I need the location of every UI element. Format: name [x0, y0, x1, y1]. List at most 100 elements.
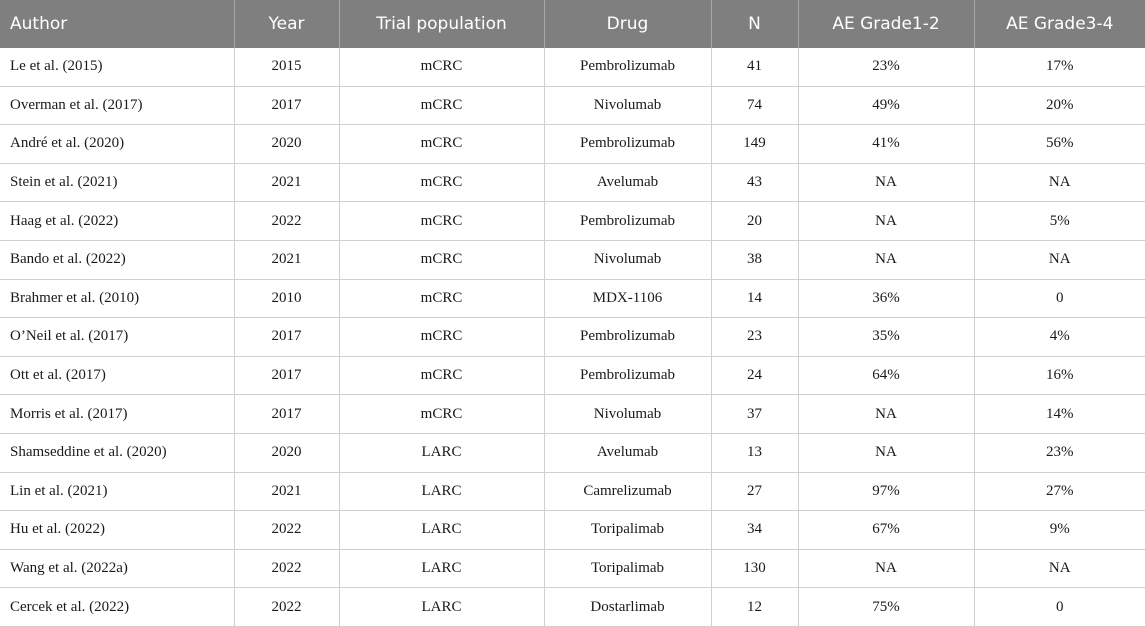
- cell-drug: Avelumab: [544, 163, 712, 203]
- cell-ae-grade-3-4: 9%: [974, 510, 1145, 550]
- cell-n: 74: [711, 86, 799, 126]
- cell-ae-grade-1-2: 64%: [798, 356, 975, 396]
- cell-author: Wang et al. (2022a): [0, 549, 235, 589]
- cell-n: 14: [711, 279, 799, 319]
- cell-drug: Pembrolizumab: [544, 317, 712, 357]
- cell-author: André et al. (2020): [0, 124, 235, 164]
- cell-author: Overman et al. (2017): [0, 86, 235, 126]
- header-row: Author Year Trial population Drug N AE G…: [0, 0, 1145, 48]
- cell-ae-grade-1-2: NA: [798, 201, 975, 241]
- table-row: Stein et al. (2021) 2021 mCRC Avelumab 43 NA N…: [0, 163, 1145, 203]
- cell-trial-population: LARC: [339, 549, 545, 589]
- cell-drug: Toripalimab: [544, 549, 712, 589]
- table-row: Brahmer et al. (2010) 2010 mCRC MDX-1106 14 3…: [0, 279, 1145, 319]
- cell-ae-grade-3-4: 17%: [974, 48, 1145, 87]
- table-row: Hu et al. (2022) 2022 LARC Toripalimab 34 67%…: [0, 510, 1145, 550]
- cell-author: O’Neil et al. (2017): [0, 317, 235, 357]
- cell-drug: Avelumab: [544, 433, 712, 473]
- cell-ae-grade-3-4: 56%: [974, 124, 1145, 164]
- cell-drug: Nivolumab: [544, 240, 712, 280]
- cell-year: 2021: [234, 163, 340, 203]
- cell-ae-grade-1-2: 23%: [798, 48, 975, 87]
- cell-ae-grade-1-2: NA: [798, 163, 975, 203]
- cell-ae-grade-3-4: 0: [974, 279, 1145, 319]
- table-header: Author Year Trial population Drug N AE G…: [0, 0, 1145, 48]
- cell-drug: Nivolumab: [544, 394, 712, 434]
- cell-ae-grade-3-4: 16%: [974, 356, 1145, 396]
- cell-author: Shamseddine et al. (2020): [0, 433, 235, 473]
- table-row: Shamseddine et al. (2020) 2020 LARC Aveluma…: [0, 433, 1145, 473]
- cell-n: 130: [711, 549, 799, 589]
- cell-ae-grade-1-2: 36%: [798, 279, 975, 319]
- cell-n: 37: [711, 394, 799, 434]
- cell-ae-grade-3-4: 27%: [974, 472, 1145, 512]
- cell-drug: Pembrolizumab: [544, 124, 712, 164]
- cell-ae-grade-3-4: 14%: [974, 394, 1145, 434]
- cell-year: 2022: [234, 510, 340, 550]
- cell-n: 12: [711, 587, 799, 627]
- cell-year: 2020: [234, 433, 340, 473]
- cell-trial-population: mCRC: [339, 356, 545, 396]
- cell-ae-grade-3-4: 23%: [974, 433, 1145, 473]
- table-row: Overman et al. (2017) 2017 mCRC Nivolumab 74…: [0, 86, 1145, 126]
- cell-trial-population: LARC: [339, 433, 545, 473]
- cell-author: Morris et al. (2017): [0, 394, 235, 434]
- cell-year: 2021: [234, 240, 340, 280]
- cell-drug: MDX-1106: [544, 279, 712, 319]
- cell-ae-grade-3-4: 0: [974, 587, 1145, 627]
- cell-year: 2022: [234, 549, 340, 589]
- cell-ae-grade-3-4: NA: [974, 163, 1145, 203]
- cell-year: 2020: [234, 124, 340, 164]
- cell-n: 41: [711, 48, 799, 87]
- cell-n: 23: [711, 317, 799, 357]
- cell-n: 38: [711, 240, 799, 280]
- cell-ae-grade-1-2: 97%: [798, 472, 975, 512]
- table-body: Le et al. (2015) 2015 mCRC Pembrolizumab 41 2…: [0, 48, 1145, 627]
- cell-trial-population: mCRC: [339, 394, 545, 434]
- cell-ae-grade-3-4: 20%: [974, 86, 1145, 126]
- cell-trial-population: mCRC: [339, 48, 545, 87]
- cell-trial-population: mCRC: [339, 279, 545, 319]
- cell-trial-population: mCRC: [339, 86, 545, 126]
- header-year: Year: [234, 0, 340, 48]
- cell-trial-population: mCRC: [339, 201, 545, 241]
- cell-n: 20: [711, 201, 799, 241]
- cell-author: Hu et al. (2022): [0, 510, 235, 550]
- cell-year: 2010: [234, 279, 340, 319]
- cell-ae-grade-1-2: NA: [798, 240, 975, 280]
- cell-trial-population: mCRC: [339, 240, 545, 280]
- cell-drug: Pembrolizumab: [544, 201, 712, 241]
- cell-year: 2022: [234, 587, 340, 627]
- cell-n: 13: [711, 433, 799, 473]
- cell-ae-grade-1-2: 41%: [798, 124, 975, 164]
- cell-ae-grade-3-4: NA: [974, 549, 1145, 589]
- cell-year: 2017: [234, 317, 340, 357]
- cell-n: 24: [711, 356, 799, 396]
- cell-ae-grade-3-4: NA: [974, 240, 1145, 280]
- cell-trial-population: mCRC: [339, 317, 545, 357]
- cell-ae-grade-1-2: 75%: [798, 587, 975, 627]
- header-drug: Drug: [544, 0, 712, 48]
- table-row: Lin et al. (2021) 2021 LARC Camrelizumab 27 9…: [0, 472, 1145, 512]
- cell-ae-grade-3-4: 5%: [974, 201, 1145, 241]
- cell-year: 2021: [234, 472, 340, 512]
- cell-author: Ott et al. (2017): [0, 356, 235, 396]
- cell-author: Stein et al. (2021): [0, 163, 235, 203]
- cell-ae-grade-1-2: NA: [798, 433, 975, 473]
- cell-ae-grade-1-2: 49%: [798, 86, 975, 126]
- table-row: André et al. (2020) 2020 mCRC Pembrolizumab…: [0, 124, 1145, 164]
- cell-drug: Pembrolizumab: [544, 356, 712, 396]
- cell-ae-grade-1-2: NA: [798, 549, 975, 589]
- cell-drug: Pembrolizumab: [544, 48, 712, 87]
- header-trial-population: Trial population: [339, 0, 545, 48]
- cell-author: Haag et al. (2022): [0, 201, 235, 241]
- cell-year: 2017: [234, 394, 340, 434]
- cell-ae-grade-1-2: NA: [798, 394, 975, 434]
- header-author: Author: [0, 0, 235, 48]
- cell-author: Lin et al. (2021): [0, 472, 235, 512]
- table-row: Haag et al. (2022) 2022 mCRC Pembrolizumab 2…: [0, 201, 1145, 241]
- cell-year: 2015: [234, 48, 340, 87]
- table-row: Wang et al. (2022a) 2022 LARC Toripalimab 13…: [0, 549, 1145, 589]
- cell-author: Le et al. (2015): [0, 48, 235, 87]
